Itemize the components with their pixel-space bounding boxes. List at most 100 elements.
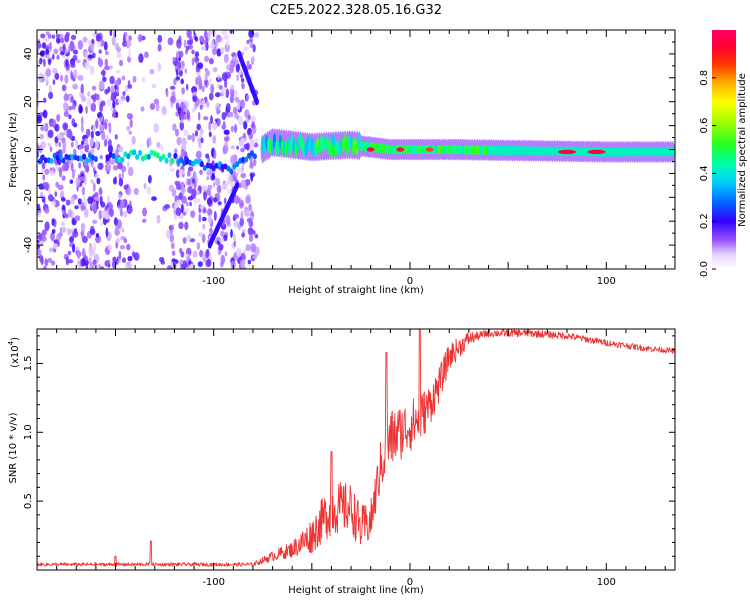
- ridge-blob: [123, 151, 128, 158]
- y-tick-label: 20: [23, 95, 34, 108]
- noise-blob: [144, 51, 149, 59]
- colorbar: 0.0 0.2 0.4 0.6 0.8 Normalized spectral ampl…: [699, 30, 748, 277]
- noise-blob: [208, 131, 212, 138]
- ridge-blob: [220, 163, 225, 170]
- noise-blob: [95, 120, 99, 129]
- noise-blob: [71, 169, 75, 180]
- noise-blob: [232, 106, 238, 114]
- noise-blob: [210, 83, 215, 94]
- noise-blob: [126, 243, 131, 251]
- noise-blob: [41, 235, 47, 242]
- noise-blob: [252, 44, 256, 53]
- x-tick-label: 100: [597, 276, 616, 287]
- ridge-blob: [202, 165, 207, 171]
- noise-blob: [81, 95, 87, 102]
- noise-blob: [127, 262, 133, 269]
- noise-blob: [112, 100, 116, 109]
- ridge-blob: [141, 155, 145, 162]
- colorbar-gradient: [712, 30, 736, 269]
- noise-blob: [170, 242, 175, 250]
- ridge-blob: [117, 156, 122, 163]
- spectrogram-noise: [37, 30, 260, 269]
- snr-x-axis-label: Height of straight line (km): [288, 585, 424, 596]
- noise-blob: [95, 130, 101, 137]
- noise-blob: [81, 247, 86, 257]
- noise-blob: [39, 133, 44, 140]
- noise-blob: [244, 210, 251, 217]
- noise-blob: [113, 217, 118, 226]
- ridge-blob: [126, 153, 131, 160]
- noise-blob: [109, 30, 113, 37]
- noise-blob: [52, 53, 55, 60]
- noise-blob: [204, 55, 210, 63]
- noise-blob: [194, 36, 199, 42]
- noise-blob: [43, 58, 46, 68]
- noise-blob: [185, 45, 190, 51]
- noise-blob: [223, 34, 230, 40]
- noise-blob: [243, 248, 247, 254]
- noise-blob: [141, 76, 146, 83]
- noise-blob: [123, 184, 129, 190]
- noise-blob: [216, 106, 220, 115]
- noise-blob: [250, 173, 254, 182]
- noise-blob: [236, 74, 239, 82]
- noise-blob: [187, 196, 194, 201]
- noise-blob: [105, 51, 109, 56]
- noise-blob: [123, 238, 128, 244]
- noise-blob: [199, 249, 203, 258]
- noise-blob: [180, 110, 184, 120]
- noise-blob: [121, 75, 126, 81]
- noise-blob: [187, 170, 191, 177]
- noise-blob: [167, 265, 172, 269]
- noise-blob: [224, 251, 228, 257]
- noise-blob: [103, 41, 108, 51]
- colorbar-tick-label: 0.8: [699, 70, 710, 86]
- noise-blob: [249, 138, 255, 148]
- noise-blob: [59, 191, 65, 197]
- noise-blob: [56, 206, 60, 211]
- noise-blob: [112, 177, 117, 185]
- colorbar-tick-label: 0.2: [699, 213, 710, 229]
- ridge-blob: [61, 157, 66, 164]
- noise-blob: [60, 74, 63, 82]
- noise-blob: [180, 203, 184, 214]
- y-tick-label: -40: [23, 237, 34, 253]
- noise-blob: [198, 111, 201, 121]
- noise-blob: [107, 244, 113, 251]
- noise-blob: [62, 101, 69, 110]
- ridge-blob: [55, 154, 60, 161]
- noise-blob: [143, 183, 147, 190]
- noise-blob: [216, 34, 222, 43]
- noise-blob: [191, 189, 197, 198]
- snr-frame: [36, 328, 676, 571]
- noise-blob: [43, 37, 50, 43]
- noise-blob: [104, 214, 110, 220]
- ridge-blob: [40, 154, 45, 161]
- noise-blob: [174, 180, 179, 186]
- ridge-peak: [366, 147, 375, 152]
- noise-blob: [54, 73, 59, 80]
- noise-blob: [240, 137, 245, 144]
- noise-blob: [202, 223, 206, 230]
- noise-blob: [119, 199, 126, 208]
- noise-blob: [202, 257, 207, 263]
- noise-blob: [77, 198, 82, 205]
- noise-blob: [123, 33, 126, 44]
- noise-blob: [237, 115, 244, 126]
- ridge-blob: [194, 158, 198, 165]
- noise-blob: [122, 91, 126, 96]
- noise-blob: [246, 60, 250, 65]
- noise-blob: [157, 34, 163, 43]
- noise-blob: [41, 196, 46, 203]
- noise-blob: [199, 169, 203, 175]
- noise-blob: [54, 123, 60, 132]
- noise-blob: [217, 193, 220, 203]
- ridge-blob: [146, 153, 151, 160]
- noise-blob: [206, 258, 212, 267]
- noise-blob: [180, 169, 185, 175]
- noise-blob: [98, 263, 101, 269]
- noise-blob: [243, 120, 248, 130]
- noise-blob: [49, 41, 52, 50]
- noise-blob: [89, 228, 96, 236]
- noise-blob: [98, 210, 103, 220]
